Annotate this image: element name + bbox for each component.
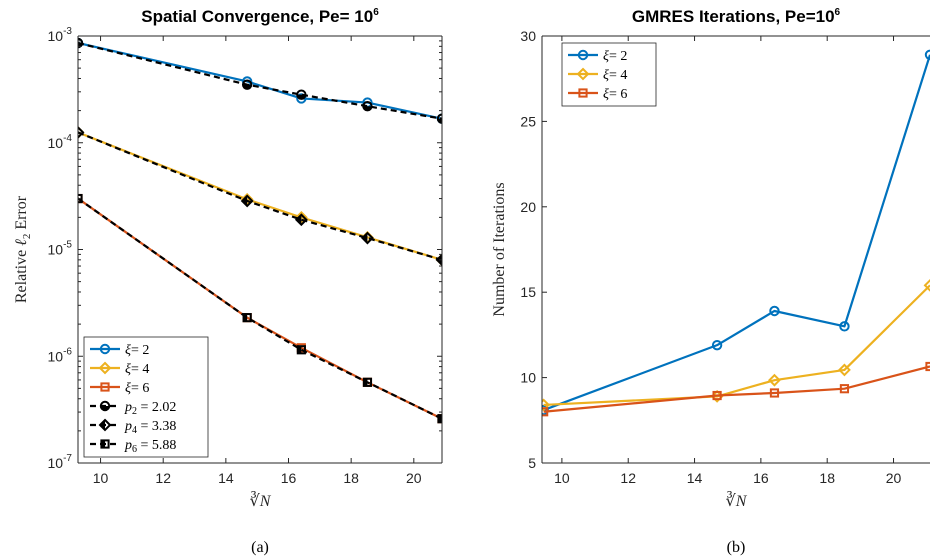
legend-marker-p4-3-38 <box>98 418 112 432</box>
legend-label-6: ξ= 6 <box>603 87 627 102</box>
data-point <box>242 313 252 323</box>
data-point <box>769 305 780 317</box>
data-point <box>768 373 781 387</box>
y-tick-label: 5 <box>528 455 536 471</box>
y-tick-label: 25 <box>520 113 536 129</box>
data-point <box>839 384 850 394</box>
y-tick-label: 20 <box>520 199 536 215</box>
series-line-6 <box>543 365 930 413</box>
x-tick-label: 20 <box>886 470 902 486</box>
legend-marker-6 <box>578 88 588 98</box>
panel-b-chart: 10 12 14 16 18 20 5 10 15 20 25 30 ∛N Number of Itera… <box>491 7 930 510</box>
panel-b-title: GMRES Iterations, Pe=106 <box>632 7 841 26</box>
series-line-p6-5-88 <box>78 197 442 420</box>
x-tick-label: 10 <box>93 470 109 486</box>
y-axis-label: Relative ℓ2 Error <box>13 195 33 303</box>
data-point <box>769 388 780 398</box>
data-point <box>361 231 374 245</box>
legend-box <box>83 336 209 458</box>
data-point <box>923 278 930 292</box>
legend-label-4: ξ= 4 <box>603 68 627 83</box>
data-point <box>711 339 723 351</box>
y-tick-label: 30 <box>520 28 536 44</box>
x-tick-label: 16 <box>753 470 769 486</box>
data-point <box>78 125 85 139</box>
data-point <box>296 89 307 100</box>
y-tick-label: 10-7 <box>48 453 73 471</box>
legend-marker-4 <box>576 67 590 81</box>
legend-marker-p2-2-02 <box>99 400 111 412</box>
x-axis-label: ∛N <box>726 491 748 510</box>
data-point <box>241 79 253 90</box>
panel-a-caption: (a) <box>251 539 269 556</box>
y-tick-label: 10-4 <box>48 133 73 151</box>
x-tick-label: 14 <box>218 470 234 486</box>
legend-label-p2-2-02: p2 = 2.02 <box>124 400 176 417</box>
data-point <box>712 390 722 401</box>
data-point <box>542 398 551 412</box>
x-tick-label: 14 <box>687 470 703 486</box>
y-tick-label: 10-6 <box>48 346 73 364</box>
series-6 <box>542 361 930 417</box>
data-point <box>240 194 254 208</box>
panel-a-chart: 10 12 14 16 18 20 10-3 10-4 10-5 10-6 10-7 ∛N Relati… <box>13 7 443 510</box>
legend-marker-2 <box>99 343 111 355</box>
y-tick-label: 10-5 <box>48 240 73 258</box>
legend-marker-2 <box>577 49 589 61</box>
panel-b-caption: (b) <box>727 539 746 556</box>
series-p4-3-38 <box>78 125 442 267</box>
x-tick-label: 10 <box>554 470 570 486</box>
x-tick-label: 18 <box>819 470 835 486</box>
y-tick-label: 15 <box>520 284 536 300</box>
legend-marker-p6-5-88 <box>100 439 110 449</box>
legend-label-6: ξ= 6 <box>125 381 149 396</box>
y-tick-label: 10-3 <box>48 26 73 44</box>
y-tick-label: 10 <box>520 370 536 386</box>
series-line-4 <box>543 284 930 407</box>
x-tick-label: 12 <box>155 470 171 486</box>
legend-label-4: ξ= 4 <box>125 362 149 377</box>
panel-a-legend: ξ= 2 ξ= 4 ξ= 6 p2 = 2.02 p4 = 3.38 p6 = 5.88 <box>83 336 209 458</box>
series-line-2 <box>543 54 930 412</box>
x-tick-label: 20 <box>406 470 422 486</box>
data-point <box>925 361 930 372</box>
legend-label-2: ξ= 2 <box>603 49 627 64</box>
series-line-p4-3-38 <box>78 131 442 261</box>
x-tick-label: 16 <box>281 470 297 486</box>
data-point <box>542 407 549 417</box>
data-point <box>839 321 850 332</box>
legend-marker-4 <box>98 361 112 375</box>
data-point <box>296 345 306 355</box>
legend-marker-6 <box>100 382 110 392</box>
panel-a-title: Spatial Convergence, Pe= 106 <box>141 7 379 26</box>
data-point <box>838 363 851 377</box>
series-2 <box>542 49 930 416</box>
x-tick-label: 18 <box>343 470 359 486</box>
x-axis-label: ∛N <box>250 491 272 510</box>
x-tick-label: 12 <box>620 470 636 486</box>
legend-label-p6-5-88: p6 = 5.88 <box>124 438 176 455</box>
series-line-p2-2-02 <box>78 41 442 120</box>
panel-b-legend: ξ= 2 ξ= 4 ξ= 6 <box>561 42 657 107</box>
data-point <box>294 213 308 227</box>
data-point <box>362 100 373 112</box>
data-point <box>296 93 307 104</box>
legend-label-2: ξ= 2 <box>125 343 149 358</box>
data-point <box>362 377 373 387</box>
legend-label-p4-3-38: p4 = 3.38 <box>124 419 176 436</box>
y-axis-label: Number of Iterations <box>491 182 508 316</box>
